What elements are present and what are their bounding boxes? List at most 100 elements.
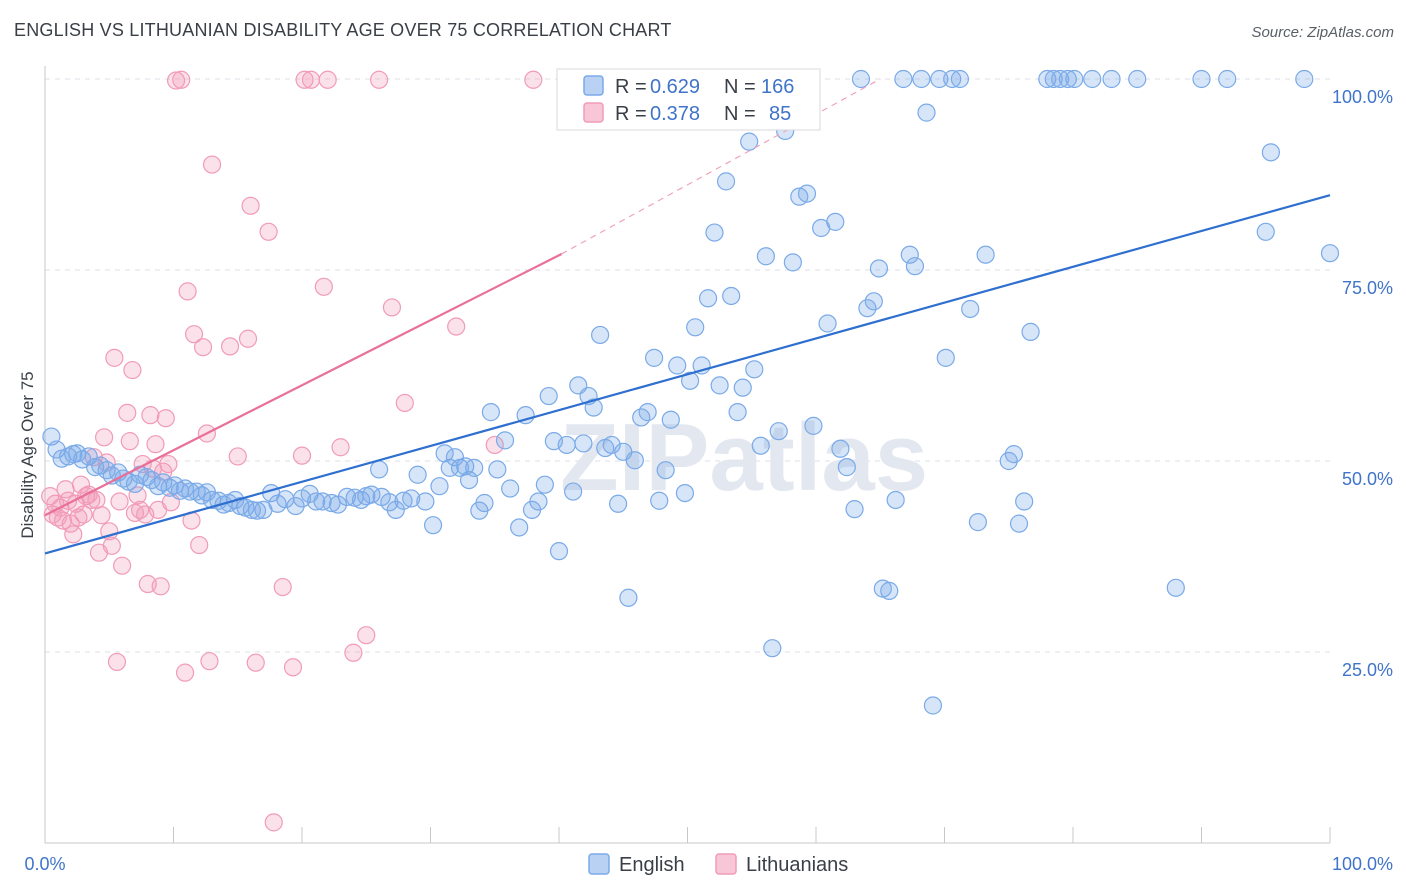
english-point (950, 69, 970, 89)
legend-english-r-label: R = (615, 76, 647, 98)
legend-lithuanian-n-label: N = (724, 103, 756, 125)
bottom-legend-swatch-lithuanians (715, 853, 737, 875)
y-tick-label: 25.0% (1342, 660, 1393, 680)
english-point (804, 416, 823, 435)
english-point (584, 398, 603, 417)
english-point (625, 451, 644, 470)
bottom-legend-lithuanians: Lithuanians (746, 854, 848, 876)
english-point (1256, 222, 1275, 241)
lithuanian-points (41, 70, 543, 832)
lithuanian-point (382, 298, 402, 317)
english-point (1295, 69, 1314, 89)
english-point (1009, 514, 1029, 533)
english-point (430, 477, 449, 496)
english-point (97, 461, 116, 480)
english-point (47, 440, 66, 459)
english-point (845, 500, 864, 519)
english-point (894, 69, 913, 89)
legend-swatch-lithuanian (583, 102, 604, 123)
english-point (1166, 578, 1185, 597)
english-point (416, 492, 435, 511)
english-point (1261, 143, 1280, 162)
english-point (917, 103, 936, 122)
lithuanian-point (151, 577, 170, 596)
english-point (165, 476, 184, 495)
english-point (900, 245, 919, 264)
english-point (851, 69, 871, 89)
english-point (557, 435, 576, 455)
english-point (818, 314, 837, 333)
english-point (1128, 69, 1147, 89)
lithuanian-point (146, 435, 165, 454)
english-point (1102, 69, 1121, 89)
lithuanian-point (246, 653, 265, 672)
english-point (763, 639, 782, 658)
english-point (402, 489, 421, 508)
english-point (423, 516, 443, 535)
english-point (539, 386, 558, 406)
lithuanian-point (283, 658, 303, 677)
english-point (661, 410, 680, 429)
english-point (192, 486, 211, 505)
english-point (247, 501, 267, 520)
english-point (705, 223, 724, 242)
stats-legend: R = 0.629 N = 166 R = 0.378 N = 85 (556, 68, 821, 131)
english-point (783, 253, 802, 272)
source-label: Source: ZipAtlas.com (1251, 24, 1394, 41)
english-point (769, 422, 788, 441)
english-point (886, 490, 905, 510)
watermark: ZIPatlas (560, 404, 928, 511)
english-point (728, 403, 747, 422)
lithuanian-point (238, 329, 258, 348)
english-point (675, 483, 695, 503)
lithuanian-trend-extension (561, 78, 881, 255)
y-tick-label: 75.0% (1342, 278, 1393, 298)
lithuanian-point (331, 438, 350, 457)
english-point (501, 479, 520, 498)
lithuanian-point (228, 447, 247, 466)
english-point (656, 461, 675, 480)
english-point (638, 403, 657, 422)
english-point (968, 513, 988, 532)
x-tick-label: 100.0% (1332, 854, 1393, 874)
english-point (313, 492, 332, 511)
lithuanian-point (202, 155, 222, 174)
english-point (549, 542, 569, 561)
lithuanian-point (524, 70, 543, 89)
lithuanian-point (344, 643, 363, 662)
english-point (716, 172, 736, 191)
chart-title: ENGLISH VS LITHUANIAN DISABILITY AGE OVE… (14, 20, 672, 40)
lithuanian-point (110, 492, 129, 511)
lithuanian-point (172, 70, 191, 89)
lithuanian-point (200, 652, 219, 671)
lithuanian-point (95, 428, 114, 447)
english-point (923, 696, 943, 715)
legend-english-n-label: N = (724, 76, 756, 98)
english-point (650, 491, 669, 510)
lithuanian-point (100, 522, 119, 541)
lithuanian-point (64, 525, 83, 544)
legend-lithuanian-n-value: 85 (769, 103, 791, 125)
tick-labels: 25.0% 50.0% 75.0% 100.0% 0.0% 100.0% (24, 87, 1393, 874)
english-point (961, 299, 980, 319)
trend-lines (44, 78, 1331, 555)
lithuanian-point (123, 360, 142, 380)
lithuanian-point (273, 577, 292, 597)
english-point (722, 286, 741, 306)
lithuanian-point (92, 506, 111, 525)
lithuanian-point (141, 406, 160, 425)
english-point (322, 493, 341, 513)
english-point (495, 431, 515, 450)
english-point (930, 69, 949, 89)
english-point (1044, 69, 1063, 89)
lithuanian-point (128, 486, 147, 505)
english-point (1051, 69, 1070, 89)
english-point (529, 492, 548, 511)
legend-lithuanian-r-label: R = (615, 103, 647, 125)
lithuanian-point (295, 70, 314, 89)
english-point (1038, 69, 1057, 89)
lithuanian-point (71, 475, 91, 494)
english-point (943, 69, 962, 89)
english-point (864, 292, 883, 311)
